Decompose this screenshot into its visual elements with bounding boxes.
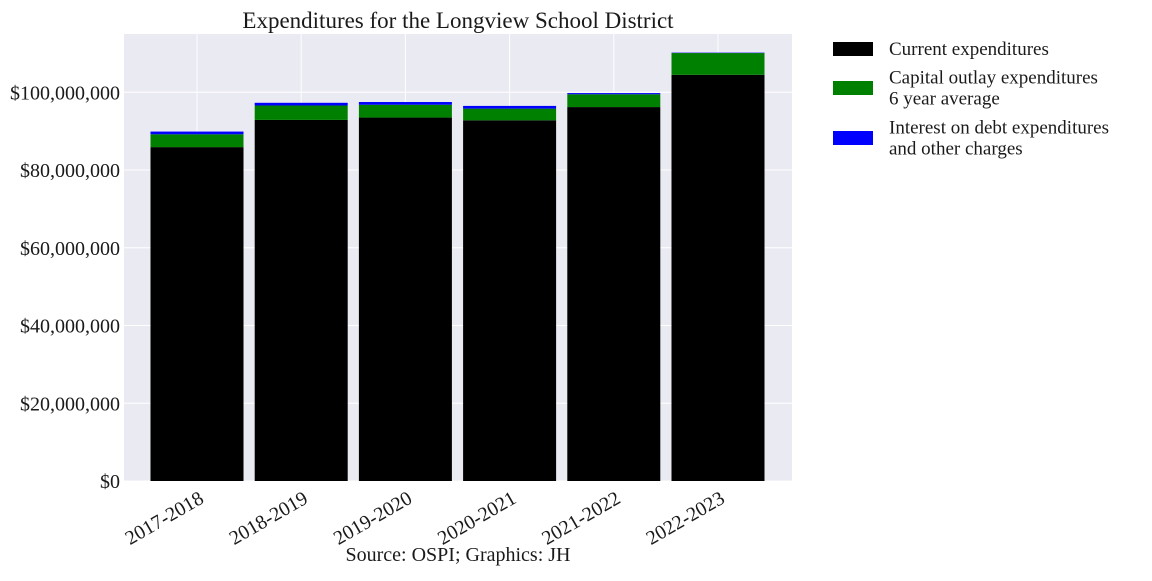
bar-interest-debt — [463, 106, 556, 109]
legend-label: and other charges — [889, 139, 1023, 160]
chart-caption: Source: OSPI; Graphics: JH — [346, 544, 571, 566]
x-tick-label: 2018-2019 — [226, 487, 312, 549]
bar-capital-outlay — [463, 109, 556, 121]
bar-capital-outlay — [255, 106, 348, 120]
x-tick-label: 2022-2023 — [642, 487, 728, 549]
bar-current — [567, 107, 660, 481]
bar-interest-debt — [151, 132, 244, 135]
legend-swatch — [833, 81, 873, 95]
legend-swatch — [833, 42, 873, 56]
x-tick-label: 2019-2020 — [330, 487, 416, 549]
bar-interest-debt — [567, 93, 660, 94]
chart-title: Expenditures for the Longview School Dis… — [242, 8, 674, 33]
bar-capital-outlay — [359, 105, 452, 118]
y-tick-label: $60,000,000 — [20, 238, 120, 260]
legend: Current expenditures Capital outlay expen… — [833, 39, 1109, 160]
bar-current — [672, 75, 765, 481]
y-tick-label: $0 — [100, 471, 120, 493]
bar-current — [255, 120, 348, 481]
bar-capital-outlay — [567, 94, 660, 107]
bar-interest-debt — [359, 102, 452, 105]
bar-capital-outlay — [151, 134, 244, 147]
x-tick-label: 2020-2021 — [434, 487, 520, 549]
legend-label: Capital outlay expenditures — [889, 68, 1098, 89]
legend-swatch — [833, 131, 873, 145]
bar-interest-debt — [255, 103, 348, 106]
legend-label: Current expenditures — [889, 39, 1049, 60]
bar-current — [359, 118, 452, 481]
y-tick-label: $20,000,000 — [20, 393, 120, 415]
bar-current — [463, 120, 556, 481]
y-tick-label: $40,000,000 — [20, 316, 120, 338]
y-tick-label: $100,000,000 — [10, 82, 120, 104]
x-tick-label: 2017-2018 — [121, 487, 207, 549]
legend-label: Interest on debt expenditures — [889, 118, 1109, 139]
bar-current — [151, 147, 244, 481]
y-tick-label: $80,000,000 — [20, 160, 120, 182]
x-tick-label: 2021-2022 — [538, 487, 624, 549]
legend-label: 6 year average — [889, 89, 1000, 110]
bar-capital-outlay — [672, 53, 765, 75]
